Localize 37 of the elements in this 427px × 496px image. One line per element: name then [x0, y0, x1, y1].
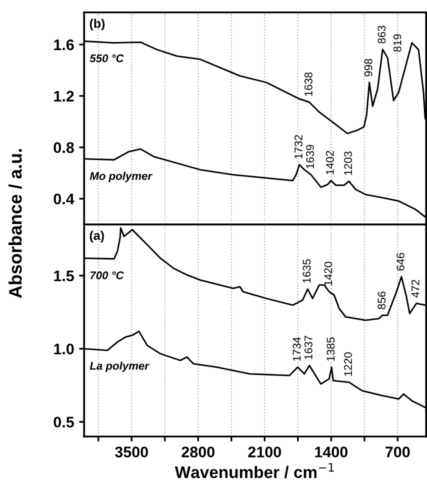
chart-title: (a): [90, 230, 104, 242]
annotation: 856: [378, 292, 386, 310]
annotation: 1220: [344, 352, 352, 376]
annotation: 472: [411, 280, 420, 298]
y-tick-label: 0.5: [54, 416, 74, 428]
annotation: 863: [378, 26, 386, 44]
y-tick-label: 1.2: [54, 90, 74, 102]
y-tick-label: 1.0: [54, 344, 74, 354]
series-label: Mo polymer: [90, 172, 153, 182]
x-tick-label: 3500: [114, 446, 148, 458]
annotation: 1402: [326, 150, 334, 174]
annotation: 1638: [304, 72, 312, 96]
series-label: 550 °C: [90, 54, 124, 62]
x-tick-label: 700: [386, 446, 410, 458]
x-tick-label: 2800: [182, 446, 214, 458]
annotation: 1732: [294, 135, 302, 158]
annotation: 998: [364, 58, 372, 76]
chart-title: (b): [90, 18, 105, 30]
x-tick-label: 2100: [248, 446, 281, 458]
annotation: 1385: [326, 337, 335, 361]
y-tick-label: 0.4: [54, 194, 74, 204]
series-label: 700 °C: [90, 271, 124, 280]
annotation: 1639: [306, 144, 314, 168]
y-tick-label: 0.8: [54, 142, 74, 154]
annotation: 1203: [344, 151, 352, 175]
annotation: 646: [396, 253, 404, 271]
y-tick-label: 1.6: [54, 39, 74, 50]
annotation: 1420: [324, 262, 332, 286]
x-axis-title: Wavenumber / cm$^{−1}$: [174, 463, 334, 478]
annotation: 1635: [302, 259, 311, 283]
series-label: La polymer: [90, 362, 150, 372]
y-tick-label: 1.5: [54, 270, 74, 282]
annotation: 1734: [292, 337, 301, 361]
annotation: 819: [393, 34, 402, 52]
y-axis-title: Absorbance / a.u.: [8, 149, 22, 298]
x-tick-label: 1400: [315, 446, 348, 458]
annotation: 1637: [304, 336, 312, 360]
